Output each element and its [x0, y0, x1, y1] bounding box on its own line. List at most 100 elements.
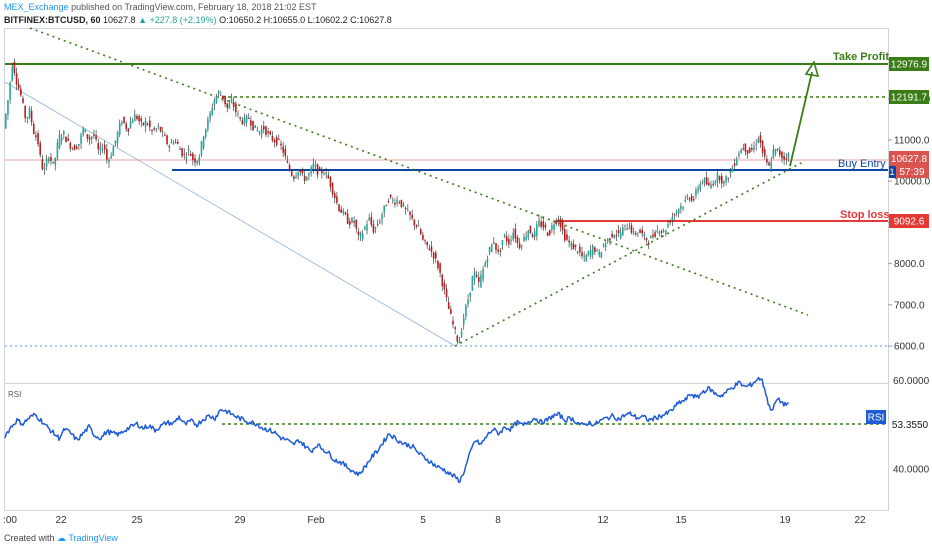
candle	[75, 144, 78, 150]
candle	[60, 133, 63, 145]
candle	[508, 234, 510, 249]
candle	[168, 144, 170, 153]
candle	[346, 208, 349, 225]
candle	[39, 140, 41, 158]
candle	[776, 148, 779, 152]
candle	[435, 250, 437, 263]
candle	[271, 131, 274, 143]
candle	[501, 239, 504, 250]
candle	[680, 202, 682, 214]
candle	[695, 186, 697, 200]
tradingview-link[interactable]: TradingView	[68, 533, 118, 543]
candle	[733, 158, 736, 169]
candle	[35, 131, 37, 141]
candle	[374, 226, 377, 234]
publish-text: published on TradingView.com, February 1…	[71, 2, 317, 12]
candle	[138, 114, 140, 125]
stop-loss-badge: 9092.6	[889, 214, 929, 228]
candle	[781, 150, 783, 163]
candle	[396, 196, 398, 207]
candle	[366, 220, 368, 235]
candle	[28, 106, 31, 120]
candle	[551, 222, 553, 234]
candle	[667, 220, 669, 229]
candle	[121, 120, 123, 126]
candle	[95, 130, 97, 142]
candle	[318, 166, 321, 170]
candle	[710, 180, 712, 190]
candle	[697, 184, 699, 194]
candle	[437, 259, 439, 271]
candle	[774, 148, 777, 157]
candle	[441, 273, 444, 292]
candles	[5, 58, 790, 345]
time-tick-label: 25	[131, 515, 143, 526]
candle	[263, 120, 265, 134]
candle	[189, 150, 192, 157]
candle	[170, 138, 173, 144]
candle	[561, 218, 564, 235]
candle	[325, 167, 327, 179]
svg-text:9092.6: 9092.6	[894, 217, 925, 228]
candle	[284, 144, 287, 160]
candle	[669, 219, 671, 226]
candle	[744, 143, 747, 156]
candle	[548, 229, 551, 236]
candle	[402, 201, 405, 207]
rsi-line	[4, 376, 790, 483]
svg-text:53.3550: 53.3550	[892, 420, 929, 431]
candle	[686, 193, 689, 200]
candle	[127, 128, 130, 136]
price-pane-frame	[4, 28, 889, 384]
candle	[407, 204, 409, 212]
candle	[490, 243, 493, 253]
candle	[400, 199, 403, 209]
take-profit-badge: 12976.9	[889, 57, 929, 71]
candle	[675, 209, 678, 217]
candle	[658, 230, 661, 237]
candle	[568, 236, 570, 248]
candle	[243, 113, 246, 126]
time-tick-label: 19	[779, 515, 791, 526]
symbol-info: BITFINEX:BTCUSD, 60 10627.8 ▲ +227.8 (+2…	[4, 15, 392, 25]
time-tick-label: 12	[597, 515, 609, 526]
candle	[9, 80, 11, 105]
rsi-value-badge: 53.3550	[889, 418, 931, 431]
time-axis: :00 22 25 29 Feb 5 8 12 15 19 22	[3, 515, 866, 526]
candle	[740, 148, 742, 154]
candle	[770, 156, 772, 173]
candle	[357, 227, 360, 241]
candle	[275, 135, 278, 147]
candle	[525, 231, 527, 242]
candle	[174, 138, 177, 144]
candle	[718, 175, 721, 184]
candle	[364, 225, 366, 231]
candle	[480, 270, 482, 288]
candle	[226, 103, 229, 113]
author-link[interactable]: MEX_Exchange	[4, 2, 69, 12]
candle	[258, 130, 261, 136]
candle	[757, 136, 760, 144]
candle	[594, 246, 596, 256]
candle	[712, 180, 714, 187]
candle	[269, 130, 272, 136]
candle	[254, 125, 256, 129]
candle	[235, 101, 237, 117]
candle	[71, 146, 74, 151]
candle	[445, 284, 448, 302]
candle	[310, 165, 312, 177]
candle	[527, 229, 530, 241]
candle	[202, 135, 205, 150]
candle	[312, 158, 315, 174]
rsi-pane-title: RSI	[8, 390, 21, 399]
candle	[570, 240, 573, 251]
candle	[493, 237, 495, 245]
candle	[149, 115, 151, 132]
candle	[140, 116, 143, 128]
time-tick-label: 15	[675, 515, 687, 526]
candle	[247, 113, 250, 120]
candle	[478, 271, 480, 288]
candle	[430, 241, 433, 257]
candle	[688, 196, 691, 203]
